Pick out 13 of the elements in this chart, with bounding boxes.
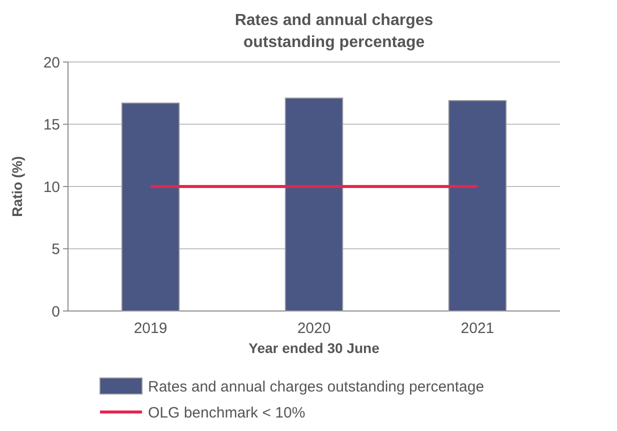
legend-label: Rates and annual charges outstanding percentage [148, 378, 484, 396]
chart-title: Rates and annual charges outstanding percentage [234, 12, 434, 51]
y-tick-label: 15 [43, 116, 60, 134]
y-tick-label: 5 [52, 241, 60, 258]
y-tick-label: 20 [43, 54, 60, 72]
legend-label: OLG benchmark < 10% [148, 404, 306, 422]
x-axis-title: Year ended 30 June [248, 340, 380, 356]
x-tick-label: 2020 [297, 320, 331, 337]
y-tick-label: 0 [52, 303, 60, 320]
x-tick-label: 2021 [460, 320, 494, 337]
x-tick-label: 2019 [134, 320, 168, 337]
y-axis-title: Ratio (%) [9, 156, 25, 217]
y-tick-label: 10 [43, 178, 60, 196]
